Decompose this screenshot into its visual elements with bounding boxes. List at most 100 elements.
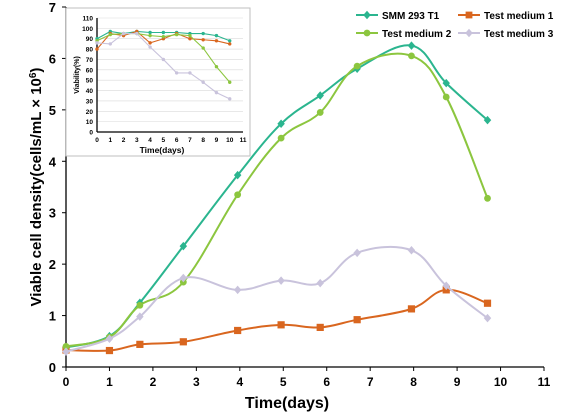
- x-tick-label: 1: [106, 375, 113, 389]
- data-point-s0-p5: [277, 119, 285, 128]
- inset-data-point-s2-p1: [108, 32, 112, 37]
- inset-x-axis-title: Time(days): [140, 145, 185, 155]
- x-tick-label: 5: [280, 375, 287, 389]
- legend-label-2: Test medium 2: [382, 29, 452, 40]
- inset-y-tick-label: 30: [86, 98, 94, 105]
- inset-x-tick-label: 2: [122, 137, 126, 144]
- data-point-s3-p0: [62, 347, 70, 356]
- data-point-s0-p6: [316, 91, 324, 100]
- inset-data-point-s3-p10: [228, 97, 232, 101]
- inset-data-point-s2-p8: [201, 46, 205, 50]
- data-point-s2-p7: [353, 62, 361, 70]
- inset-y-tick-label: 10: [86, 119, 94, 126]
- inset-data-point-s2-p7: [188, 33, 192, 38]
- data-point-s3-p2: [136, 312, 144, 321]
- data-point-s3-p10: [483, 313, 492, 323]
- x-tick-label: 3: [193, 375, 200, 389]
- inset-data-point-s3-p8: [201, 80, 205, 84]
- data-point-s0-p10: [483, 115, 492, 125]
- data-point-s3-p6: [316, 278, 324, 288]
- data-point-s0-p8: [407, 41, 416, 50]
- y-tick-label: 2: [49, 257, 56, 272]
- inset-data-point-s1-p7: [188, 37, 192, 41]
- inset-data-point-s1-p4: [148, 41, 152, 45]
- data-point-s2-p4: [234, 191, 242, 199]
- data-point-s1-p1: [105, 346, 114, 355]
- inset-x-tick-label: 6: [175, 137, 179, 144]
- y-tick-label: 7: [49, 0, 56, 15]
- y-axis-title-close: ): [28, 68, 45, 73]
- x-tick-label: 9: [454, 375, 461, 389]
- inset-y-tick-label: 20: [86, 109, 94, 116]
- legend-marker-3: [465, 28, 473, 38]
- inset-data-point-s2-p5: [161, 34, 166, 39]
- data-point-s1-p8: [407, 305, 416, 313]
- data-point-s3-p9: [442, 281, 450, 290]
- inset-data-point-s2-p6: [174, 32, 179, 37]
- y-tick-label: 4: [49, 154, 57, 169]
- inset-data-point-s1-p9: [214, 39, 219, 43]
- inset-y-tick-label: 100: [82, 26, 93, 33]
- inset-x-tick-label: 4: [148, 137, 152, 144]
- x-tick-label: 10: [494, 375, 508, 389]
- y-axis-title: Viable cell density(cells/mL × 106): [28, 68, 46, 307]
- data-point-s3-p8: [407, 246, 416, 255]
- data-point-s1-p4: [234, 326, 242, 335]
- inset-data-point-s2-p9: [214, 65, 219, 69]
- legend-label-3: Test medium 3: [484, 29, 554, 40]
- inset-y-tick-label: 0: [89, 130, 93, 137]
- x-tick-label: 8: [410, 375, 417, 389]
- inset-plot: 0 10 20 30 40 50 60 70 80 90 100 110 0 1 2 3 4 5 6 7 8 9 10 11 T…: [65, 7, 251, 157]
- x-axis-title: Time(days): [245, 395, 329, 412]
- inset-data-point-s2-p10: [228, 80, 232, 84]
- data-point-s3-p5: [277, 276, 285, 285]
- inset-x-tick-label: 7: [188, 137, 192, 144]
- x-tick-label: 6: [323, 375, 330, 389]
- y-tick-label: 3: [49, 206, 56, 221]
- inset-data-point-s3-p9: [214, 90, 219, 95]
- inset-data-point-s0-p9: [214, 33, 219, 38]
- inset-x-tick-label: 5: [162, 137, 166, 144]
- inset-data-point-s3-p6: [174, 71, 179, 75]
- x-tick-label: 4: [236, 375, 243, 389]
- inset-data-point-s2-p4: [148, 33, 152, 38]
- legend-marker-2: [363, 29, 371, 37]
- data-point-s3-p3: [179, 273, 188, 283]
- y-axis-title-sup: 6: [28, 72, 39, 78]
- data-point-s3-p1: [105, 334, 114, 343]
- inset-data-point-s3-p0: [95, 41, 99, 45]
- inset-x-tick-label: 0: [95, 137, 99, 144]
- data-point-s0-p3: [179, 241, 188, 251]
- inset-data-point-s1-p0: [95, 47, 99, 51]
- y-axis-title-main: Viable cell density(cells/mL × 10: [28, 78, 45, 306]
- data-point-s2-p6: [316, 109, 324, 116]
- inset-y-tick-label: 110: [83, 16, 94, 23]
- data-point-s2-p5: [277, 134, 285, 142]
- inset-frame: [65, 7, 251, 157]
- inset-data-point-s3-p3: [135, 31, 139, 36]
- data-point-s3-p4: [233, 285, 242, 295]
- inset-data-point-s0-p5: [161, 30, 166, 35]
- inset-y-tick-label: 60: [86, 67, 94, 74]
- x-tick-label: 11: [538, 375, 551, 389]
- data-point-s2-p10: [484, 194, 491, 202]
- data-point-s1-p5: [277, 321, 285, 329]
- inset-x-tick-label: 10: [226, 137, 234, 144]
- inset-y-tick-label: 50: [86, 78, 94, 85]
- inset-y-tick-label: 40: [86, 88, 94, 95]
- inset-y-tick-label: 80: [86, 47, 94, 54]
- legend-marker-0: [363, 10, 371, 20]
- legend-marker-1: [465, 11, 473, 19]
- data-point-s2-p2: [136, 301, 144, 309]
- x-tick-label: 0: [63, 375, 70, 389]
- inset-x-tick-label: 9: [215, 137, 219, 144]
- inset-data-point-s0-p4: [148, 30, 152, 35]
- series-line-1: [65, 288, 488, 352]
- data-point-s1-p2: [136, 340, 144, 348]
- inset-data-point-s3-p2: [121, 31, 126, 36]
- legend: SMM 293 T1 Test medium 1 Test medium 2 Test…: [356, 10, 554, 40]
- data-point-s0-p9: [442, 78, 450, 88]
- data-point-s1-p7: [353, 316, 361, 324]
